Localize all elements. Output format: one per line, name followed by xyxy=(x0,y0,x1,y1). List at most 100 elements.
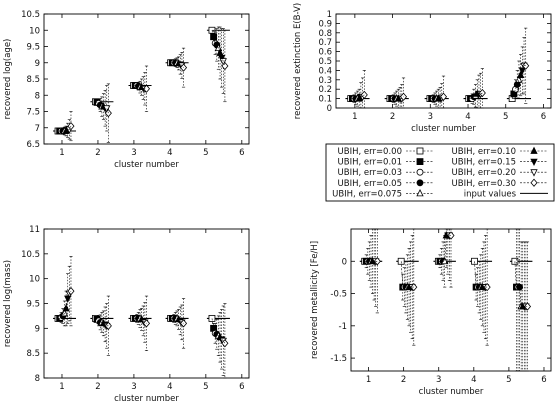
y-axis-label: recovered extinction E(B-V) xyxy=(293,3,303,119)
x-axis-label: cluster number xyxy=(419,387,484,397)
data-point xyxy=(221,339,229,348)
y-tick-label: 0 xyxy=(342,257,347,267)
legend-item: UBIH, err=0.15 xyxy=(452,158,548,168)
y-axis-label: recovered metallicity [Fe/H] xyxy=(310,241,320,359)
cluster-trend-line xyxy=(389,96,404,99)
panel-3: 1 2 3 4 5 6 8 8.5 9 9.5 10 10.5 11 cluster number reco… xyxy=(3,225,250,404)
legend-item: UBIH, err=0.01 xyxy=(338,158,434,168)
panel-4: 1 2 3 4 5 6 -1.5 -1 -0.5 0 cluster number recovered… xyxy=(310,228,552,397)
y-tick-label: 8.5 xyxy=(26,75,40,85)
legend-marker xyxy=(530,146,538,154)
legend-item: UBIH, err=0.20 xyxy=(452,168,548,178)
legend-marker xyxy=(416,147,424,155)
x-tick-label: 1 xyxy=(366,375,371,385)
x-tick-label: 2 xyxy=(390,112,395,122)
legend-item: UBIH, err=0.03 xyxy=(338,168,434,178)
y-tick-label: 11 xyxy=(29,225,40,235)
series-9 xyxy=(67,256,229,379)
panel-2: 1 2 3 4 5 600.10.20.30.40.50.60.70.80.91clust… xyxy=(293,3,552,134)
x-tick-label: 3 xyxy=(436,375,441,385)
x-tick-label: 1 xyxy=(352,112,357,122)
y-tick-label: -1 xyxy=(339,322,347,332)
series-3 xyxy=(364,228,522,372)
y-tick-label: 0.3 xyxy=(318,76,332,86)
x-tick-label: 3 xyxy=(131,148,136,158)
legend-label: UBIH, err=0.075 xyxy=(332,189,402,199)
y-tick-label: 10.5 xyxy=(21,250,40,260)
x-tick-label: 6 xyxy=(239,382,244,392)
series-9 xyxy=(360,27,530,109)
y-tick-label: 9.5 xyxy=(26,43,40,53)
y-tick-label: 0.1 xyxy=(318,95,332,105)
y-tick-label: -1.5 xyxy=(330,354,347,364)
series-1 xyxy=(54,26,216,135)
legend-item: UBIH, err=0.05 xyxy=(338,179,434,189)
series-4 xyxy=(366,228,523,372)
legend-frame xyxy=(325,143,555,202)
y-tick-label: 0.2 xyxy=(318,85,332,95)
legend-label: UBIH, err=0.00 xyxy=(338,147,402,157)
legend-marker xyxy=(416,189,424,197)
cluster-trend-line xyxy=(170,62,184,68)
data-point xyxy=(397,257,405,265)
x-tick-label: 5 xyxy=(203,148,208,158)
x-tick-label: 6 xyxy=(239,148,244,158)
data-point xyxy=(104,109,112,118)
data-point xyxy=(208,314,216,322)
y-tick-label: 0.6 xyxy=(318,48,332,58)
x-axis-label: cluster number xyxy=(114,394,179,404)
cluster-trend-line xyxy=(133,85,147,90)
y-tick-label: 8 xyxy=(35,91,40,101)
cluster-trend-line xyxy=(58,125,72,132)
data-point xyxy=(471,257,478,265)
x-tick-label: 3 xyxy=(131,382,136,392)
cluster-trend-line xyxy=(468,92,483,99)
y-tick-label: 1 xyxy=(327,10,332,20)
x-axis-label: cluster number xyxy=(114,160,179,170)
panel-1: 1 2 3 4 5 6 6.5 7 7.5 8 8.5 9 9.5 10 10.5 cluster numbe… xyxy=(3,10,250,170)
legend-item: UBIH, err=0.10 xyxy=(452,146,548,157)
legend-label: UBIH, err=0.30 xyxy=(452,179,516,189)
x-tick-label: 3 xyxy=(428,112,433,122)
legend-item: UBIH, err=0.075 xyxy=(332,189,434,199)
cluster-trend-line xyxy=(95,101,109,114)
series-9 xyxy=(67,29,229,143)
cluster-trend-line xyxy=(514,261,528,307)
y-tick-label: 0.9 xyxy=(318,19,332,29)
x-tick-label: 4 xyxy=(167,148,172,158)
data-point xyxy=(522,61,530,70)
legend-marker xyxy=(530,178,538,187)
series-7 xyxy=(64,28,226,138)
legend-label: UBIH, err=0.20 xyxy=(452,168,516,178)
x-tick-label: 5 xyxy=(503,112,508,122)
x-tick-label: 5 xyxy=(203,382,208,392)
legend-item: UBIH, err=0.00 xyxy=(338,147,434,157)
x-axis-label: cluster number xyxy=(411,124,476,134)
legend-label: UBIH, err=0.05 xyxy=(338,179,402,189)
y-tick-label: 10 xyxy=(29,26,40,36)
cluster-trend-line xyxy=(350,94,365,99)
y-tick-label: 9 xyxy=(35,59,40,69)
y-tick-label: 8.5 xyxy=(26,349,40,359)
series-6 xyxy=(62,26,224,137)
legend-item: UBIH, err=0.30 xyxy=(452,178,548,189)
cluster-trend-line xyxy=(400,261,414,288)
cluster-trend-line xyxy=(211,30,226,67)
series-6 xyxy=(62,290,224,363)
cluster-trend-line xyxy=(170,318,184,324)
cluster-trend-line xyxy=(95,318,109,327)
y-tick-label: -0.5 xyxy=(330,290,347,300)
x-tick-label: 1 xyxy=(59,148,64,158)
x-tick-label: 4 xyxy=(465,112,470,122)
legend-label: UBIH, err=0.03 xyxy=(338,168,402,178)
y-tick-label: 0.5 xyxy=(318,57,332,67)
series-5 xyxy=(60,26,223,136)
legend-marker xyxy=(416,179,424,187)
legend-label: input values xyxy=(464,189,517,199)
y-tick-label: 0.8 xyxy=(318,29,332,39)
x-tick-label: 6 xyxy=(541,375,546,385)
x-tick-label: 2 xyxy=(401,375,406,385)
y-tick-label: 9 xyxy=(35,324,40,334)
